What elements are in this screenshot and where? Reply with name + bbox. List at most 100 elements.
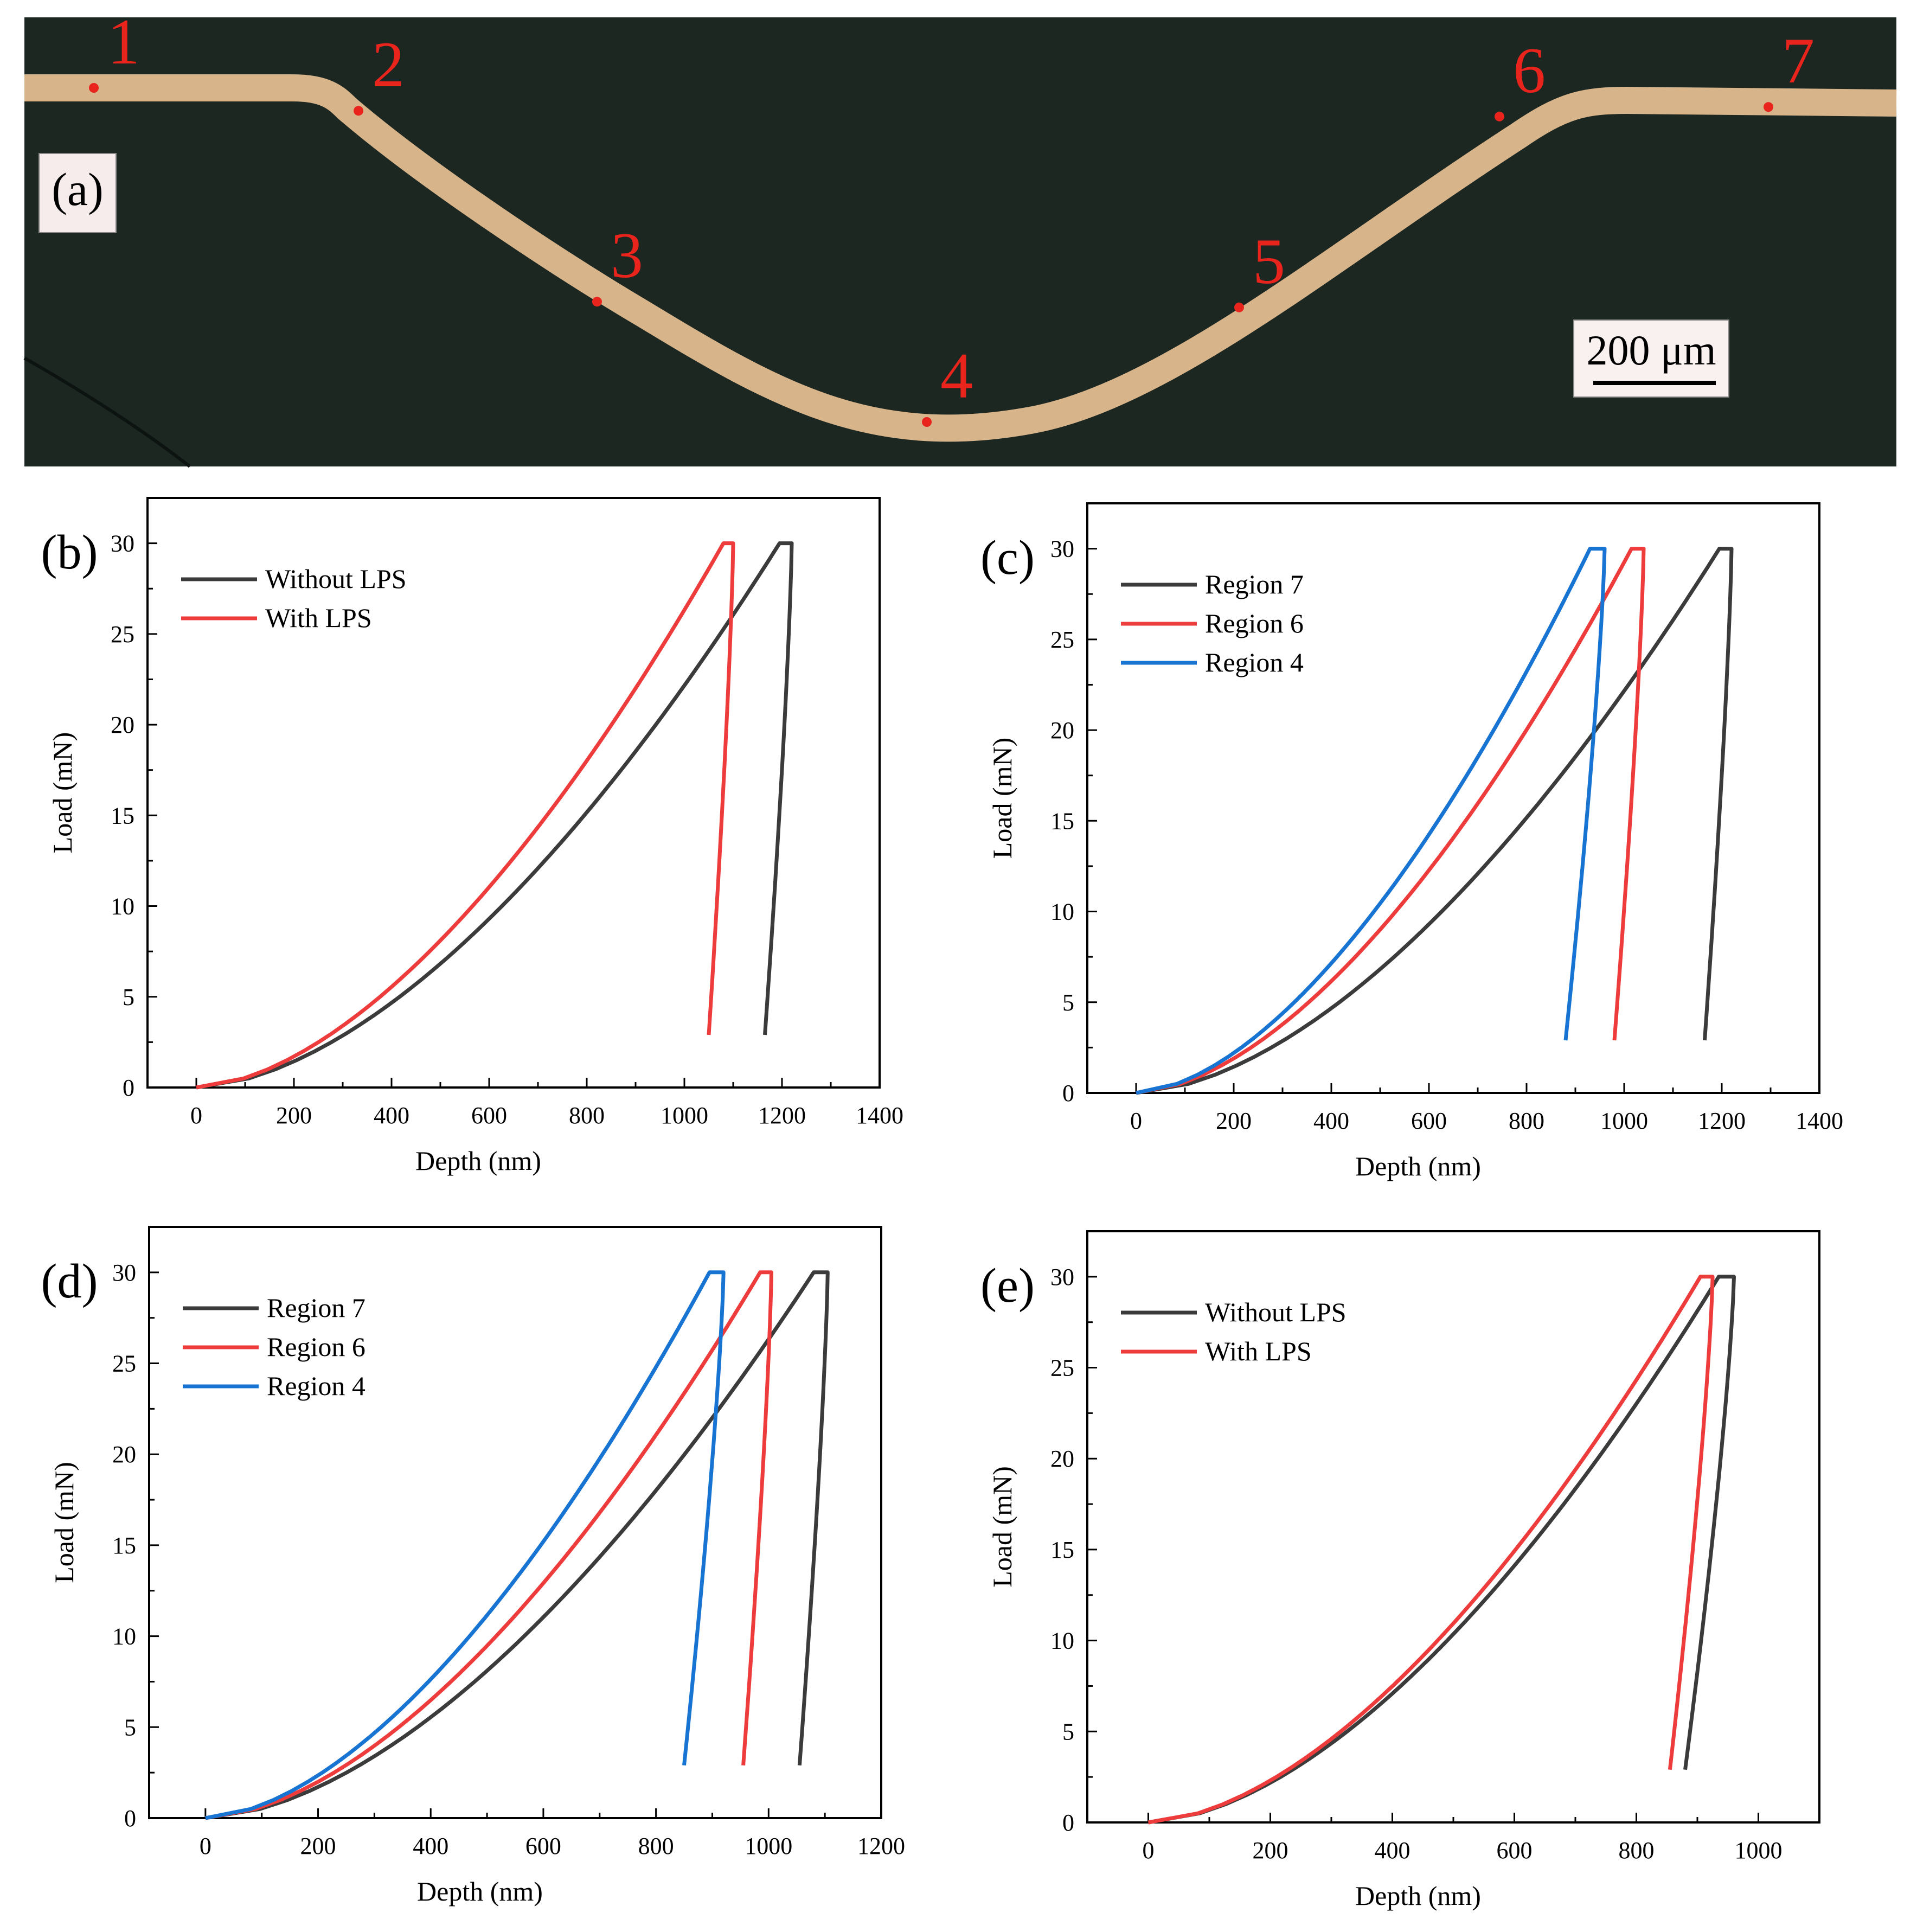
y-tick-label: 5 <box>123 984 134 1010</box>
x-tick-label: 0 <box>1143 1837 1155 1864</box>
x-tick-label: 0 <box>190 1102 202 1129</box>
x-tick-label: 600 <box>471 1102 507 1129</box>
scale-bar: 200 μm <box>1573 319 1729 398</box>
y-tick-label: 0 <box>1062 1080 1074 1106</box>
micrograph-point-label-6: 6 <box>1513 34 1546 106</box>
y-tick-label: 30 <box>111 530 134 557</box>
x-tick-label: 600 <box>525 1833 561 1859</box>
x-tick-label: 200 <box>276 1102 312 1129</box>
chart-panel-c: 0 200 400 600 800 1000 1200 1400 0 5 10 15 20 25 30 Dep… <box>980 502 1843 1181</box>
y-tick-label: 5 <box>124 1714 136 1741</box>
x-tick-label: 400 <box>1313 1108 1349 1134</box>
x-tick-label: 200 <box>1216 1108 1252 1134</box>
series-line-d-3 <box>205 1270 726 1820</box>
x-axis-title: Depth (nm) <box>415 1146 541 1176</box>
x-tick-label: 800 <box>1509 1108 1544 1134</box>
x-tick-label: 1200 <box>857 1833 905 1859</box>
x-axis-title: Depth (nm) <box>417 1876 543 1907</box>
y-tick-label: 20 <box>112 1441 136 1468</box>
legend-label: Region 6 <box>267 1332 366 1362</box>
y-tick-label: 15 <box>112 1532 136 1559</box>
micrograph-point-label-2: 2 <box>372 28 405 100</box>
panel-label-b: (b) <box>41 526 98 579</box>
x-tick-label: 200 <box>300 1833 336 1859</box>
x-axis-title: Depth (nm) <box>1355 1880 1481 1911</box>
y-tick-label: 15 <box>111 802 134 829</box>
chart-panel-e: 0 200 400 600 800 1000 0 5 10 15 20 25 30 Depth (nm) L… <box>980 1230 1820 1911</box>
micrograph-panel-label-box: (a) <box>39 153 117 233</box>
x-tick-label: 0 <box>200 1833 211 1859</box>
plot-frame-b <box>146 497 881 1089</box>
y-tick-label: 25 <box>111 621 134 648</box>
series-line-b-1 <box>196 541 794 1090</box>
x-tick-label: 800 <box>1619 1837 1655 1864</box>
chart-panel-b: 0 200 400 600 800 1000 1200 1400 0 5 10 15 20 25 30 Dep… <box>41 497 903 1176</box>
micrograph-point-7 <box>1764 102 1773 112</box>
y-tick-label: 25 <box>1050 1355 1074 1381</box>
micrograph-point-2 <box>354 106 363 116</box>
x-tick-label: 1400 <box>856 1102 903 1129</box>
y-tick-label: 10 <box>1050 899 1074 925</box>
x-tick-label: 1000 <box>1735 1837 1783 1864</box>
series-line-c-3 <box>1136 547 1607 1095</box>
series-line-e-1 <box>1147 1275 1736 1825</box>
y-tick-label: 5 <box>1062 989 1074 1016</box>
y-tick-label: 15 <box>1050 808 1074 834</box>
legend-label: With LPS <box>265 603 372 633</box>
x-tick-label: 400 <box>413 1833 448 1859</box>
y-axis-title: Load (mN) <box>49 1462 79 1583</box>
micrograph-point-4 <box>922 417 932 427</box>
y-tick-label: 5 <box>1062 1718 1074 1745</box>
series-line-d-1 <box>205 1270 830 1820</box>
y-tick-label: 10 <box>112 1623 136 1650</box>
micrograph-point-3 <box>592 297 602 307</box>
y-tick-label: 0 <box>1062 1809 1074 1836</box>
legend-label: Without LPS <box>1205 1297 1347 1327</box>
x-tick-label: 800 <box>569 1102 605 1129</box>
micrograph-point-label-7: 7 <box>1782 24 1815 97</box>
y-tick-label: 25 <box>112 1351 136 1377</box>
micrograph-point-label-5: 5 <box>1253 225 1285 297</box>
x-tick-label: 400 <box>374 1102 409 1129</box>
y-tick-label: 30 <box>1050 1264 1074 1290</box>
y-axis-title: Load (mN) <box>987 1466 1017 1588</box>
micrograph-panel-a: 1 2 3 4 5 6 7 (a) 200 μm <box>23 5 1897 468</box>
legend-label: Region 6 <box>1205 608 1304 638</box>
plot-frame-e <box>1086 1230 1820 1824</box>
series-line-b-2 <box>196 541 735 1090</box>
legend-label: Without LPS <box>265 564 407 594</box>
y-tick-label: 25 <box>1050 626 1074 653</box>
x-tick-label: 1000 <box>745 1833 792 1859</box>
x-tick-label: 200 <box>1253 1837 1288 1864</box>
chart-panel-d: 0 200 400 600 800 1000 1200 0 5 10 15 20 25 30 Depth (… <box>41 1226 905 1907</box>
micrograph-point-label-4: 4 <box>940 340 973 412</box>
legend-label: With LPS <box>1205 1336 1312 1366</box>
x-tick-label: 600 <box>1411 1108 1447 1134</box>
series-line-e-2 <box>1147 1275 1715 1825</box>
y-tick-label: 30 <box>112 1259 136 1286</box>
scale-bar-label: 200 μm <box>1587 327 1716 374</box>
micrograph-point-label-3: 3 <box>611 219 643 291</box>
y-tick-label: 0 <box>123 1074 134 1101</box>
micrograph-point-5 <box>1234 302 1244 312</box>
scale-bar-line <box>1593 381 1716 385</box>
y-axis-title: Load (mN) <box>47 732 78 854</box>
panel-label-e: (e) <box>980 1259 1035 1313</box>
y-tick-label: 0 <box>124 1805 136 1832</box>
x-axis-title: Depth (nm) <box>1355 1151 1481 1181</box>
x-tick-label: 1200 <box>758 1102 806 1129</box>
legend-label: Region 4 <box>267 1371 366 1401</box>
legend-label: Region 7 <box>267 1293 366 1323</box>
x-tick-label: 0 <box>1130 1108 1142 1134</box>
y-tick-label: 20 <box>111 712 134 738</box>
x-tick-label: 1000 <box>1600 1108 1648 1134</box>
series-line-c-2 <box>1136 547 1646 1095</box>
series-line-d-2 <box>205 1270 773 1820</box>
micrograph-strip <box>24 74 1897 442</box>
micrograph-crack <box>23 356 191 468</box>
panel-label-d: (d) <box>41 1255 98 1308</box>
legend-label: Region 4 <box>1205 647 1304 677</box>
x-tick-label: 800 <box>638 1833 674 1859</box>
x-tick-label: 1000 <box>661 1102 708 1129</box>
